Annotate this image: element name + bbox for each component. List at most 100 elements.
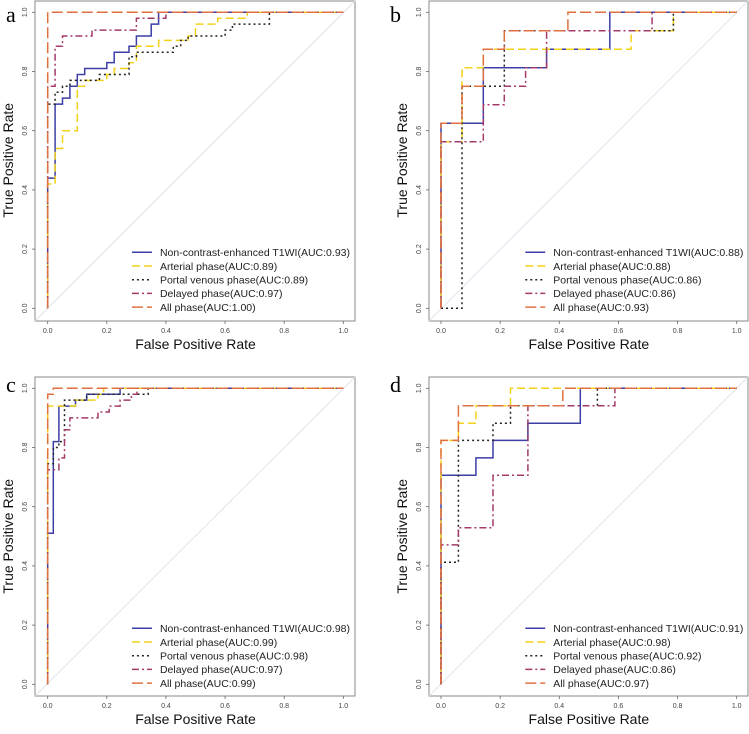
x-tick-label: 1.0 [338, 703, 348, 710]
roc-curve-series-5 [46, 11, 344, 309]
y-axis-label: True Positive Rate [0, 479, 16, 594]
y-tick-label: 0.6 [22, 126, 29, 136]
x-tick-label: 0.8 [673, 703, 683, 710]
y-tick-label: 0.2 [416, 620, 423, 630]
legend-label: Non-contrast-enhanced T1WI(AUC:0.88) [553, 247, 743, 259]
x-tick-label: 0.6 [614, 328, 624, 335]
legend-label: Non-contrast-enhanced T1WI(AUC:0.91) [553, 623, 743, 635]
x-tick-label: 0.8 [673, 328, 683, 335]
legend-label: All phase(AUC:0.97) [553, 678, 649, 690]
x-tick-label: 1.0 [732, 703, 742, 710]
x-axis-label: False Positive Rate [529, 711, 650, 727]
roc-curve-series-5 [440, 387, 737, 685]
legend-label: All phase(AUC:1.00) [160, 302, 256, 314]
roc-curve-series-3 [441, 11, 737, 310]
roc-curve-series-3 [46, 387, 344, 685]
plot-frame [428, 0, 749, 322]
roc-curve-series-5 [46, 387, 344, 685]
y-tick-label: 0.0 [22, 303, 29, 313]
x-tick-label: 0.6 [220, 703, 230, 710]
legend-label: Arterial phase(AUC:0.89) [160, 261, 277, 273]
x-tick-label: 0.6 [614, 703, 624, 710]
y-tick-label: 0.0 [416, 679, 423, 689]
roc-curve-series-4 [46, 11, 344, 309]
roc-curve-series-1 [46, 11, 344, 309]
y-tick-label: 0.8 [22, 67, 29, 77]
y-tick-label: 0.4 [22, 185, 29, 195]
x-tick-label: 0.6 [220, 328, 230, 335]
x-axis-label: False Positive Rate [135, 336, 256, 352]
y-axis-label: True Positive Rate [394, 103, 410, 218]
y-axis-label: True Positive Rate [394, 479, 410, 594]
x-tick-label: 0.0 [436, 703, 446, 710]
y-tick-label: 0.4 [416, 561, 423, 571]
reference-diagonal [428, 376, 749, 697]
legend-label: Delayed phase(AUC:0.86) [553, 288, 676, 300]
roc-curve-series-4 [440, 387, 737, 685]
legend-label: Arterial phase(AUC:0.98) [553, 637, 670, 649]
legend-label: Delayed phase(AUC:0.97) [160, 288, 283, 300]
y-tick-label: 0.2 [22, 620, 29, 630]
y-tick-label: 0.4 [416, 185, 423, 195]
y-tick-label: 0.6 [416, 126, 423, 136]
legend-label: All phase(AUC:0.99) [160, 678, 256, 690]
x-tick-label: 0.8 [279, 703, 289, 710]
legend-label: Delayed phase(AUC:0.86) [553, 664, 676, 676]
legend-label: Non-contrast-enhanced T1WI(AUC:0.93) [160, 247, 350, 259]
x-tick-label: 0.4 [554, 328, 564, 335]
y-tick-label: 1.0 [22, 383, 29, 393]
y-tick-label: 0.4 [22, 561, 29, 571]
reference-diagonal [34, 0, 356, 322]
legend-label: Delayed phase(AUC:0.97) [160, 664, 283, 676]
roc-panel-c: 0.0 0.2 0.4 0.6 0.8 1.0 0.0 0.2 0.4 0.6 0.8 1.0 Fals… [0, 372, 356, 727]
roc-curve-series-3 [46, 11, 344, 309]
y-tick-label: 0.0 [22, 679, 29, 689]
roc-curve-series-4 [440, 11, 737, 309]
y-tick-label: 0.8 [416, 67, 423, 77]
y-tick-label: 1.0 [416, 383, 423, 393]
y-tick-label: 1.0 [22, 7, 29, 17]
y-tick-label: 0.2 [416, 244, 423, 254]
roc-curve-series-2 [440, 387, 737, 685]
legend-label: Portal venous phase(AUC:0.98) [160, 651, 308, 663]
x-tick-label: 0.0 [436, 328, 446, 335]
x-tick-label: 0.4 [161, 703, 171, 710]
x-tick-label: 0.8 [279, 328, 289, 335]
roc-panel-d: 0.0 0.2 0.4 0.6 0.8 1.0 0.0 0.2 0.4 0.6 0.8 1.0 Fals… [390, 372, 749, 727]
x-tick-label: 1.0 [732, 328, 742, 335]
plot-frame [34, 0, 356, 322]
x-tick-label: 0.0 [43, 328, 53, 335]
legend-label: Arterial phase(AUC:0.99) [160, 637, 277, 649]
legend-label: All phase(AUC:0.93) [553, 302, 649, 314]
y-tick-label: 0.2 [22, 244, 29, 254]
reference-diagonal [428, 0, 749, 322]
legend-label: Portal venous phase(AUC:0.92) [553, 651, 701, 663]
x-axis-label: False Positive Rate [529, 336, 650, 352]
plot-frame [34, 376, 356, 697]
panel-label: b [390, 2, 401, 27]
y-axis-label: True Positive Rate [0, 103, 16, 218]
y-tick-label: 0.0 [416, 303, 423, 313]
x-tick-label: 0.2 [102, 703, 112, 710]
plot-frame [428, 376, 749, 697]
legend-label: Non-contrast-enhanced T1WI(AUC:0.98) [160, 623, 350, 635]
y-tick-label: 0.8 [22, 443, 29, 453]
roc-panel-a: 0.0 0.2 0.4 0.6 0.8 1.0 0.0 0.2 0.4 0.6 0.8 1.0 Fals… [0, 0, 356, 352]
roc-curve-series-5 [440, 11, 737, 309]
legend-label: Arterial phase(AUC:0.88) [553, 261, 670, 273]
x-tick-label: 0.2 [495, 328, 505, 335]
reference-diagonal [34, 376, 356, 697]
y-tick-label: 1.0 [416, 7, 423, 17]
x-tick-label: 0.0 [43, 703, 53, 710]
panel-label: a [6, 2, 16, 27]
panel-label: d [390, 372, 401, 397]
y-tick-label: 0.8 [416, 443, 423, 453]
roc-panel-b: 0.0 0.2 0.4 0.6 0.8 1.0 0.0 0.2 0.4 0.6 0.8 1.0 Fals… [390, 0, 749, 352]
y-tick-label: 0.6 [416, 502, 423, 512]
x-tick-label: 0.4 [161, 328, 171, 335]
legend-label: Portal venous phase(AUC:0.86) [553, 275, 701, 287]
x-tick-label: 1.0 [338, 328, 348, 335]
x-tick-label: 0.2 [495, 703, 505, 710]
roc-curve-series-3 [440, 387, 737, 685]
